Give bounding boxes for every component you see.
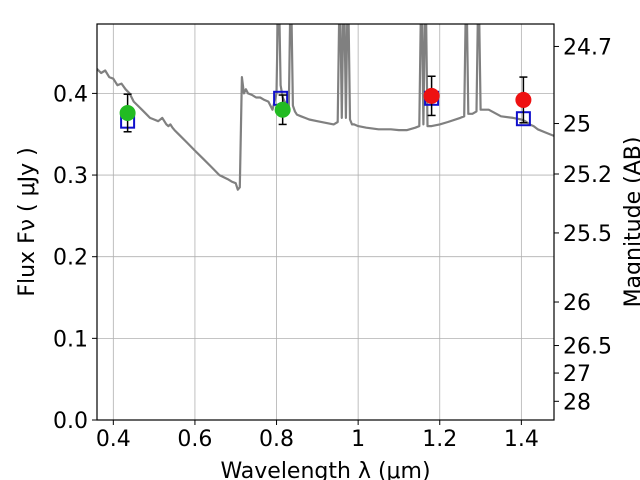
y-tick-label: 0.4 bbox=[53, 82, 88, 107]
x-tick-label: 1 bbox=[351, 427, 365, 452]
y-tick-label: 0.2 bbox=[53, 246, 88, 271]
y2-tick-label: 28 bbox=[563, 390, 591, 415]
y-tick-label: 0.0 bbox=[53, 409, 88, 434]
x-tick-label: 0.4 bbox=[96, 427, 131, 452]
y-axis-label: Flux Fν ( μJy ) bbox=[15, 147, 40, 296]
x-axis-ticks: 0.4 0.6 0.8 1 1.2 1.4 bbox=[96, 420, 539, 452]
x-tick-label: 0.6 bbox=[177, 427, 212, 452]
x-axis-label: Wavelength λ (μm) bbox=[220, 459, 430, 480]
y2-tick-label: 27 bbox=[563, 362, 591, 387]
y2-tick-label: 25 bbox=[563, 113, 591, 138]
y2-axis-ticks: 24.7 25 25.2 25.5 26 26.527 28 bbox=[554, 35, 612, 415]
y-tick-label: 0.3 bbox=[53, 164, 88, 189]
observed-flux-point bbox=[274, 101, 291, 118]
y2-axis-label: Magnitude (AB) bbox=[621, 137, 640, 308]
y-axis-ticks: 0.0 0.1 0.2 0.3 0.4 bbox=[53, 82, 97, 434]
plot-area bbox=[97, 24, 554, 191]
x-tick-label: 1.4 bbox=[504, 427, 539, 452]
plot-content bbox=[97, 24, 554, 191]
grid bbox=[97, 24, 554, 421]
observed-flux-point bbox=[515, 91, 532, 108]
x-tick-label: 0.8 bbox=[259, 427, 294, 452]
y2-tick-label: 25.2 bbox=[563, 163, 612, 188]
y2-tick-label: 24.7 bbox=[563, 35, 612, 60]
observed-flux-point bbox=[423, 87, 440, 104]
y2-tick-label: 25.5 bbox=[563, 222, 612, 247]
y2-tick-label: 26.5 bbox=[563, 335, 612, 360]
y2-tick-label: 26 bbox=[563, 291, 591, 316]
y-tick-label: 0.1 bbox=[53, 327, 88, 352]
x-tick-label: 1.2 bbox=[422, 427, 457, 452]
observed-flux-point bbox=[119, 104, 136, 121]
axes-frame bbox=[96, 23, 555, 421]
spectrum-line bbox=[97, 24, 554, 191]
